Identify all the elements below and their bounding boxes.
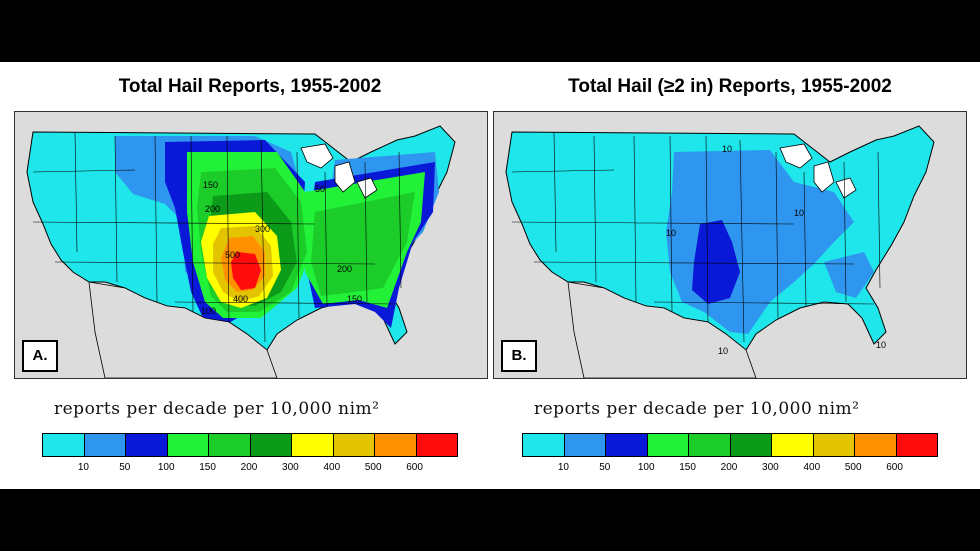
figure-canvas: Total Hail Reports, 1955-2002 Total Hail… <box>0 62 980 489</box>
contour-label: 150 <box>203 180 218 190</box>
legend-tick-label: 400 <box>323 462 341 473</box>
panel-a-label: A. <box>22 340 58 372</box>
legend-tick-label: 200 <box>720 462 738 473</box>
contour-label: 100 <box>201 306 216 316</box>
panel-b-map: 10 10 10 10 10 B. <box>493 111 967 379</box>
legend-swatch <box>523 434 565 456</box>
legend-swatch <box>250 434 292 456</box>
legend-tick-label: 100 <box>157 462 175 473</box>
legend-swatch <box>375 434 417 456</box>
legend-swatch <box>606 434 648 456</box>
legend-swatch <box>84 434 126 456</box>
state-borders <box>32 131 402 343</box>
region-50-east <box>824 252 874 298</box>
contour-label: 10 <box>718 346 728 356</box>
legend-tick-label: 10 <box>557 462 569 473</box>
great-lakes <box>779 143 857 199</box>
mexico-land <box>567 281 757 378</box>
legend-swatch <box>730 434 772 456</box>
legend-swatch <box>896 434 937 456</box>
panel-b-title: Total Hail (≥2 in) Reports, 1955-2002 <box>568 76 892 97</box>
legend-tick-label: 300 <box>762 462 779 473</box>
panel-a-title: Total Hail Reports, 1955-2002 <box>118 76 382 97</box>
great-lakes <box>300 143 378 199</box>
region-600 <box>231 252 261 290</box>
legend-swatch <box>416 434 457 456</box>
legend-swatch <box>647 434 689 456</box>
legend-swatch <box>813 434 855 456</box>
contour-label: 10 <box>722 144 732 154</box>
legend-b-ticks: 10 50 100 150 200 300 400 500 600 <box>522 462 936 476</box>
legend-tick-label: 500 <box>364 462 382 473</box>
contour-label: 10 <box>794 208 804 218</box>
legend-tick-label: 150 <box>199 462 216 473</box>
contour-label: 300 <box>255 224 270 234</box>
legend-tick-label: 50 <box>119 462 131 473</box>
legend-swatch <box>126 434 168 456</box>
contour-label: 200 <box>205 204 220 214</box>
contour-label: 500 <box>225 250 240 260</box>
legend-tick-label: 400 <box>803 462 821 473</box>
legend-swatch <box>209 434 251 456</box>
contour-label: 200 <box>337 264 352 274</box>
legend-a-title: reports per decade per 10,000 nim² <box>54 399 380 419</box>
legend-swatch <box>564 434 606 456</box>
legend-b-title: reports per decade per 10,000 nim² <box>534 399 860 419</box>
legend-tick-label: 600 <box>406 462 423 473</box>
contour-label: 10 <box>666 228 676 238</box>
legend-tick-label: 200 <box>240 462 258 473</box>
legend-swatch <box>333 434 375 456</box>
region-100 <box>692 220 740 304</box>
legend-swatch <box>167 434 209 456</box>
contour-label: 50 <box>315 184 325 194</box>
legend-tick-label: 10 <box>77 462 89 473</box>
contour-label: 400 <box>233 294 248 304</box>
legend-swatch <box>772 434 814 456</box>
panel-a-map: 150 200 300 500 400 100 200 150 50 A. <box>14 111 488 379</box>
mexico-land <box>88 281 278 378</box>
legend-tick-label: 100 <box>637 462 655 473</box>
legend-swatch <box>292 434 334 456</box>
contour-label: 10 <box>876 340 886 350</box>
legend-a-ticks: 10 50 100 150 200 300 400 500 600 <box>42 462 456 476</box>
legend-tick-label: 150 <box>679 462 696 473</box>
map-b-svg: 10 10 10 10 10 <box>505 125 935 378</box>
contour-label: 150 <box>347 294 362 304</box>
map-a-svg: 150 200 300 500 400 100 200 150 50 <box>26 125 456 378</box>
legend-a-colorbar <box>42 433 458 457</box>
legend-swatch <box>43 434 85 456</box>
legend-tick-label: 50 <box>599 462 611 473</box>
panel-b-label: B. <box>501 340 537 372</box>
legend-tick-label: 600 <box>886 462 903 473</box>
state-borders <box>511 131 881 343</box>
legend-tick-label: 500 <box>844 462 862 473</box>
legend-swatch <box>855 434 897 456</box>
legend-tick-label: 300 <box>282 462 299 473</box>
legend-swatch <box>689 434 731 456</box>
region-200-east <box>311 192 415 296</box>
legend-b-colorbar <box>522 433 938 457</box>
